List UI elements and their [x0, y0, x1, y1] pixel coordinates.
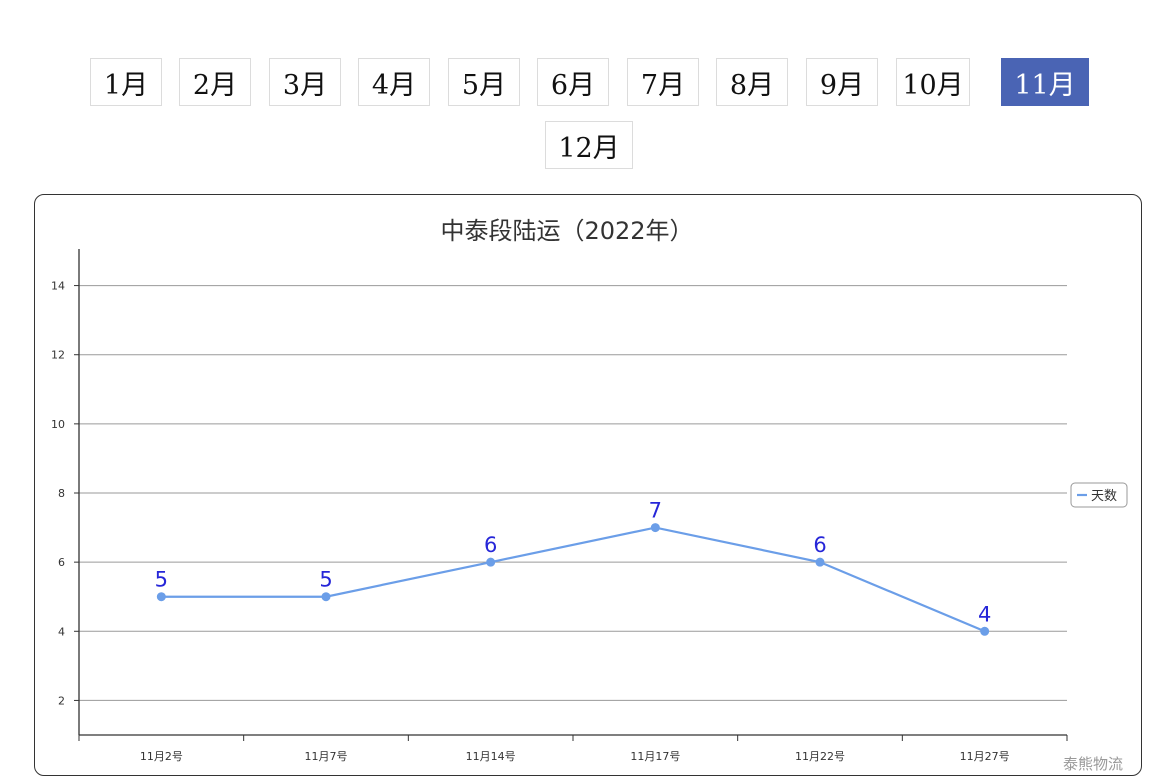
month-tab-10[interactable]: 10月: [896, 58, 970, 106]
month-tab-2[interactable]: 2月: [179, 58, 251, 106]
month-tab-1[interactable]: 1月: [90, 58, 162, 106]
y-tick-label: 10: [51, 418, 65, 431]
y-tick-label: 2: [58, 694, 65, 707]
month-nav: 1月 2月 3月 4月 5月 6月 7月 8月 9月 10月 11月 12月: [0, 0, 1170, 180]
y-tick-label: 4: [58, 625, 65, 638]
x-tick-label: 11月14号: [466, 750, 516, 763]
month-tab-9[interactable]: 9月: [806, 58, 878, 106]
data-point[interactable]: [486, 557, 496, 567]
x-tick-label: 11月2号: [140, 750, 183, 763]
data-label: 4: [978, 602, 991, 626]
chart-card: 中泰段陆运（2022年） 2 4 6 8 10 12 14 11月2号 11月7号 11月14号 1…: [34, 194, 1142, 776]
data-label: 6: [813, 533, 826, 557]
month-tab-7[interactable]: 7月: [627, 58, 699, 106]
data-point[interactable]: [980, 626, 990, 636]
month-tab-5[interactable]: 5月: [448, 58, 520, 106]
month-tab-12[interactable]: 12月: [545, 121, 633, 169]
y-tick-label: 12: [51, 349, 65, 362]
month-tab-11[interactable]: 11月: [1001, 58, 1089, 106]
x-tick-label: 11月22号: [795, 750, 845, 763]
x-tick-label: 11月7号: [305, 750, 348, 763]
data-point[interactable]: [650, 523, 660, 533]
y-tick-label: 6: [58, 556, 65, 569]
legend: 天数: [1070, 482, 1128, 508]
x-tick-label: 11月27号: [960, 750, 1010, 763]
data-point[interactable]: [156, 592, 166, 602]
data-point[interactable]: [815, 557, 825, 567]
legend-label[interactable]: 天数: [1091, 489, 1117, 504]
month-tab-8[interactable]: 8月: [716, 58, 788, 106]
data-label: 7: [649, 499, 662, 523]
month-tab-3[interactable]: 3月: [269, 58, 341, 106]
month-tab-6[interactable]: 6月: [537, 58, 609, 106]
data-label: 5: [319, 568, 332, 592]
y-tick-label: 14: [51, 280, 65, 293]
data-label: 6: [484, 533, 497, 557]
x-tick-label: 11月17号: [630, 750, 680, 763]
line-chart: 中泰段陆运（2022年） 2 4 6 8 10 12 14 11月2号 11月7号 11月14号 1…: [51, 217, 1128, 773]
data-point[interactable]: [321, 592, 331, 602]
series-line: [161, 526, 986, 633]
chart-title: 中泰段陆运（2022年）: [440, 217, 693, 245]
month-tab-4[interactable]: 4月: [358, 58, 430, 106]
y-tick-label: 8: [58, 487, 65, 500]
data-label: 5: [155, 568, 168, 592]
legend-box: [1070, 482, 1128, 508]
watermark: 泰熊物流: [1063, 755, 1123, 773]
